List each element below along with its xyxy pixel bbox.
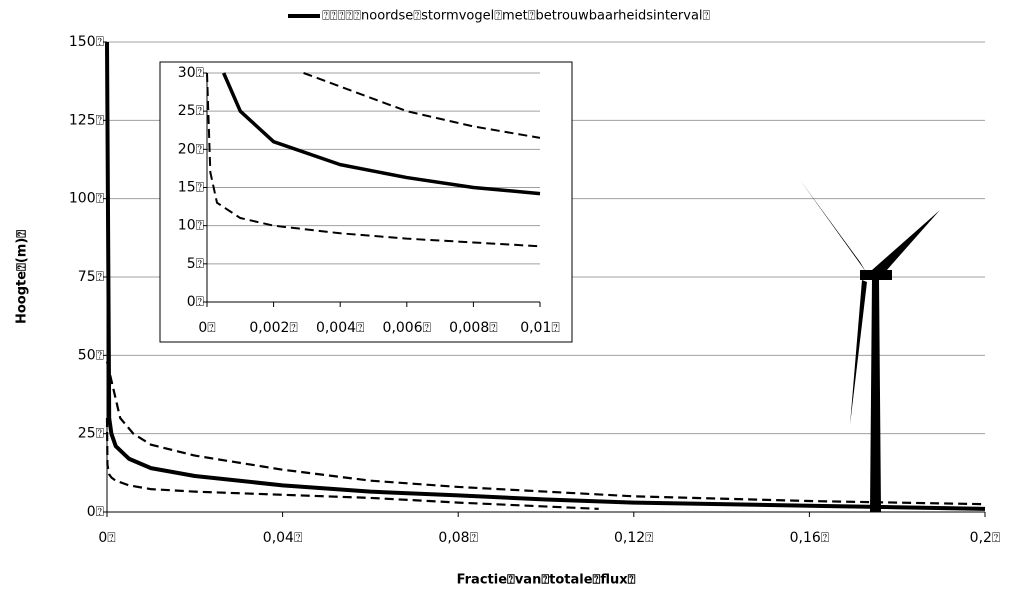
- x-tick-label: 0,16⍰: [790, 530, 830, 546]
- y-tick-label: 5⍰: [187, 256, 204, 272]
- y-tick-label: 30⍰: [178, 65, 204, 81]
- y-tick-label: 50⍰: [78, 347, 104, 363]
- y-tick-label: 20⍰: [178, 141, 204, 157]
- y-tick-label: 10⍰: [178, 218, 204, 234]
- y-tick-label: 15⍰: [178, 180, 204, 196]
- x-tick-label: 0,006⍰: [383, 320, 431, 336]
- series-line: [105, 417, 599, 510]
- y-tick-label: 100⍰: [69, 191, 104, 207]
- turbine-nacelle: [860, 270, 892, 280]
- x-tick-label: 0,004⍰: [316, 320, 364, 336]
- series-line: [303, 72, 541, 139]
- x-tick-label: 0⍰: [98, 530, 115, 546]
- turbine-blade: [850, 280, 867, 425]
- x-tick-label: 0,01⍰: [520, 320, 560, 336]
- series-line: [222, 72, 541, 196]
- inset-frame: [159, 61, 573, 343]
- y-tick-label: 0⍰: [187, 294, 204, 310]
- series-line: [206, 72, 541, 248]
- y-tick-label: 25⍰: [178, 103, 204, 119]
- y-tick-label: 125⍰: [69, 112, 104, 128]
- wind-turbine: [800, 180, 940, 512]
- y-tick-label: 25⍰: [78, 426, 104, 442]
- turbine-blade: [872, 210, 940, 280]
- x-tick-label: 0,08⍰: [438, 530, 478, 546]
- x-tick-label: 0⍰: [198, 320, 215, 336]
- x-tick-label: 0,12⍰: [614, 530, 654, 546]
- y-tick-label: 0⍰: [87, 504, 104, 520]
- legend-label: ⍰⍰⍰⍰⍰noordse⍰stormvogel⍰met⍰betrouwbaarh…: [322, 9, 711, 24]
- x-tick-label: 0,04⍰: [263, 530, 303, 546]
- series-line: [105, 41, 986, 511]
- y-tick-label: 75⍰: [78, 269, 104, 285]
- inset-plot: 0⍰ 5⍰ 10⍰ 15⍰ 20⍰ 25⍰ 30⍰ 0⍰ 0,002⍰ 0,004⍰ 0,006⍰ 0…: [178, 65, 560, 336]
- x-tick-label: 0,2⍰: [970, 530, 1001, 546]
- x-tick-label: 0,008⍰: [449, 320, 497, 336]
- turbine-tower: [870, 278, 881, 512]
- x-axis-title: Fractie⍰van⍰totale⍰flux⍰: [457, 573, 636, 588]
- series-line: [105, 361, 986, 506]
- turbine-blade: [800, 180, 866, 272]
- y-axis-title: Hoogte⍰(m)⍰: [15, 230, 30, 324]
- y-tick-label: 150⍰: [69, 34, 104, 50]
- x-tick-label: 0,002⍰: [249, 320, 297, 336]
